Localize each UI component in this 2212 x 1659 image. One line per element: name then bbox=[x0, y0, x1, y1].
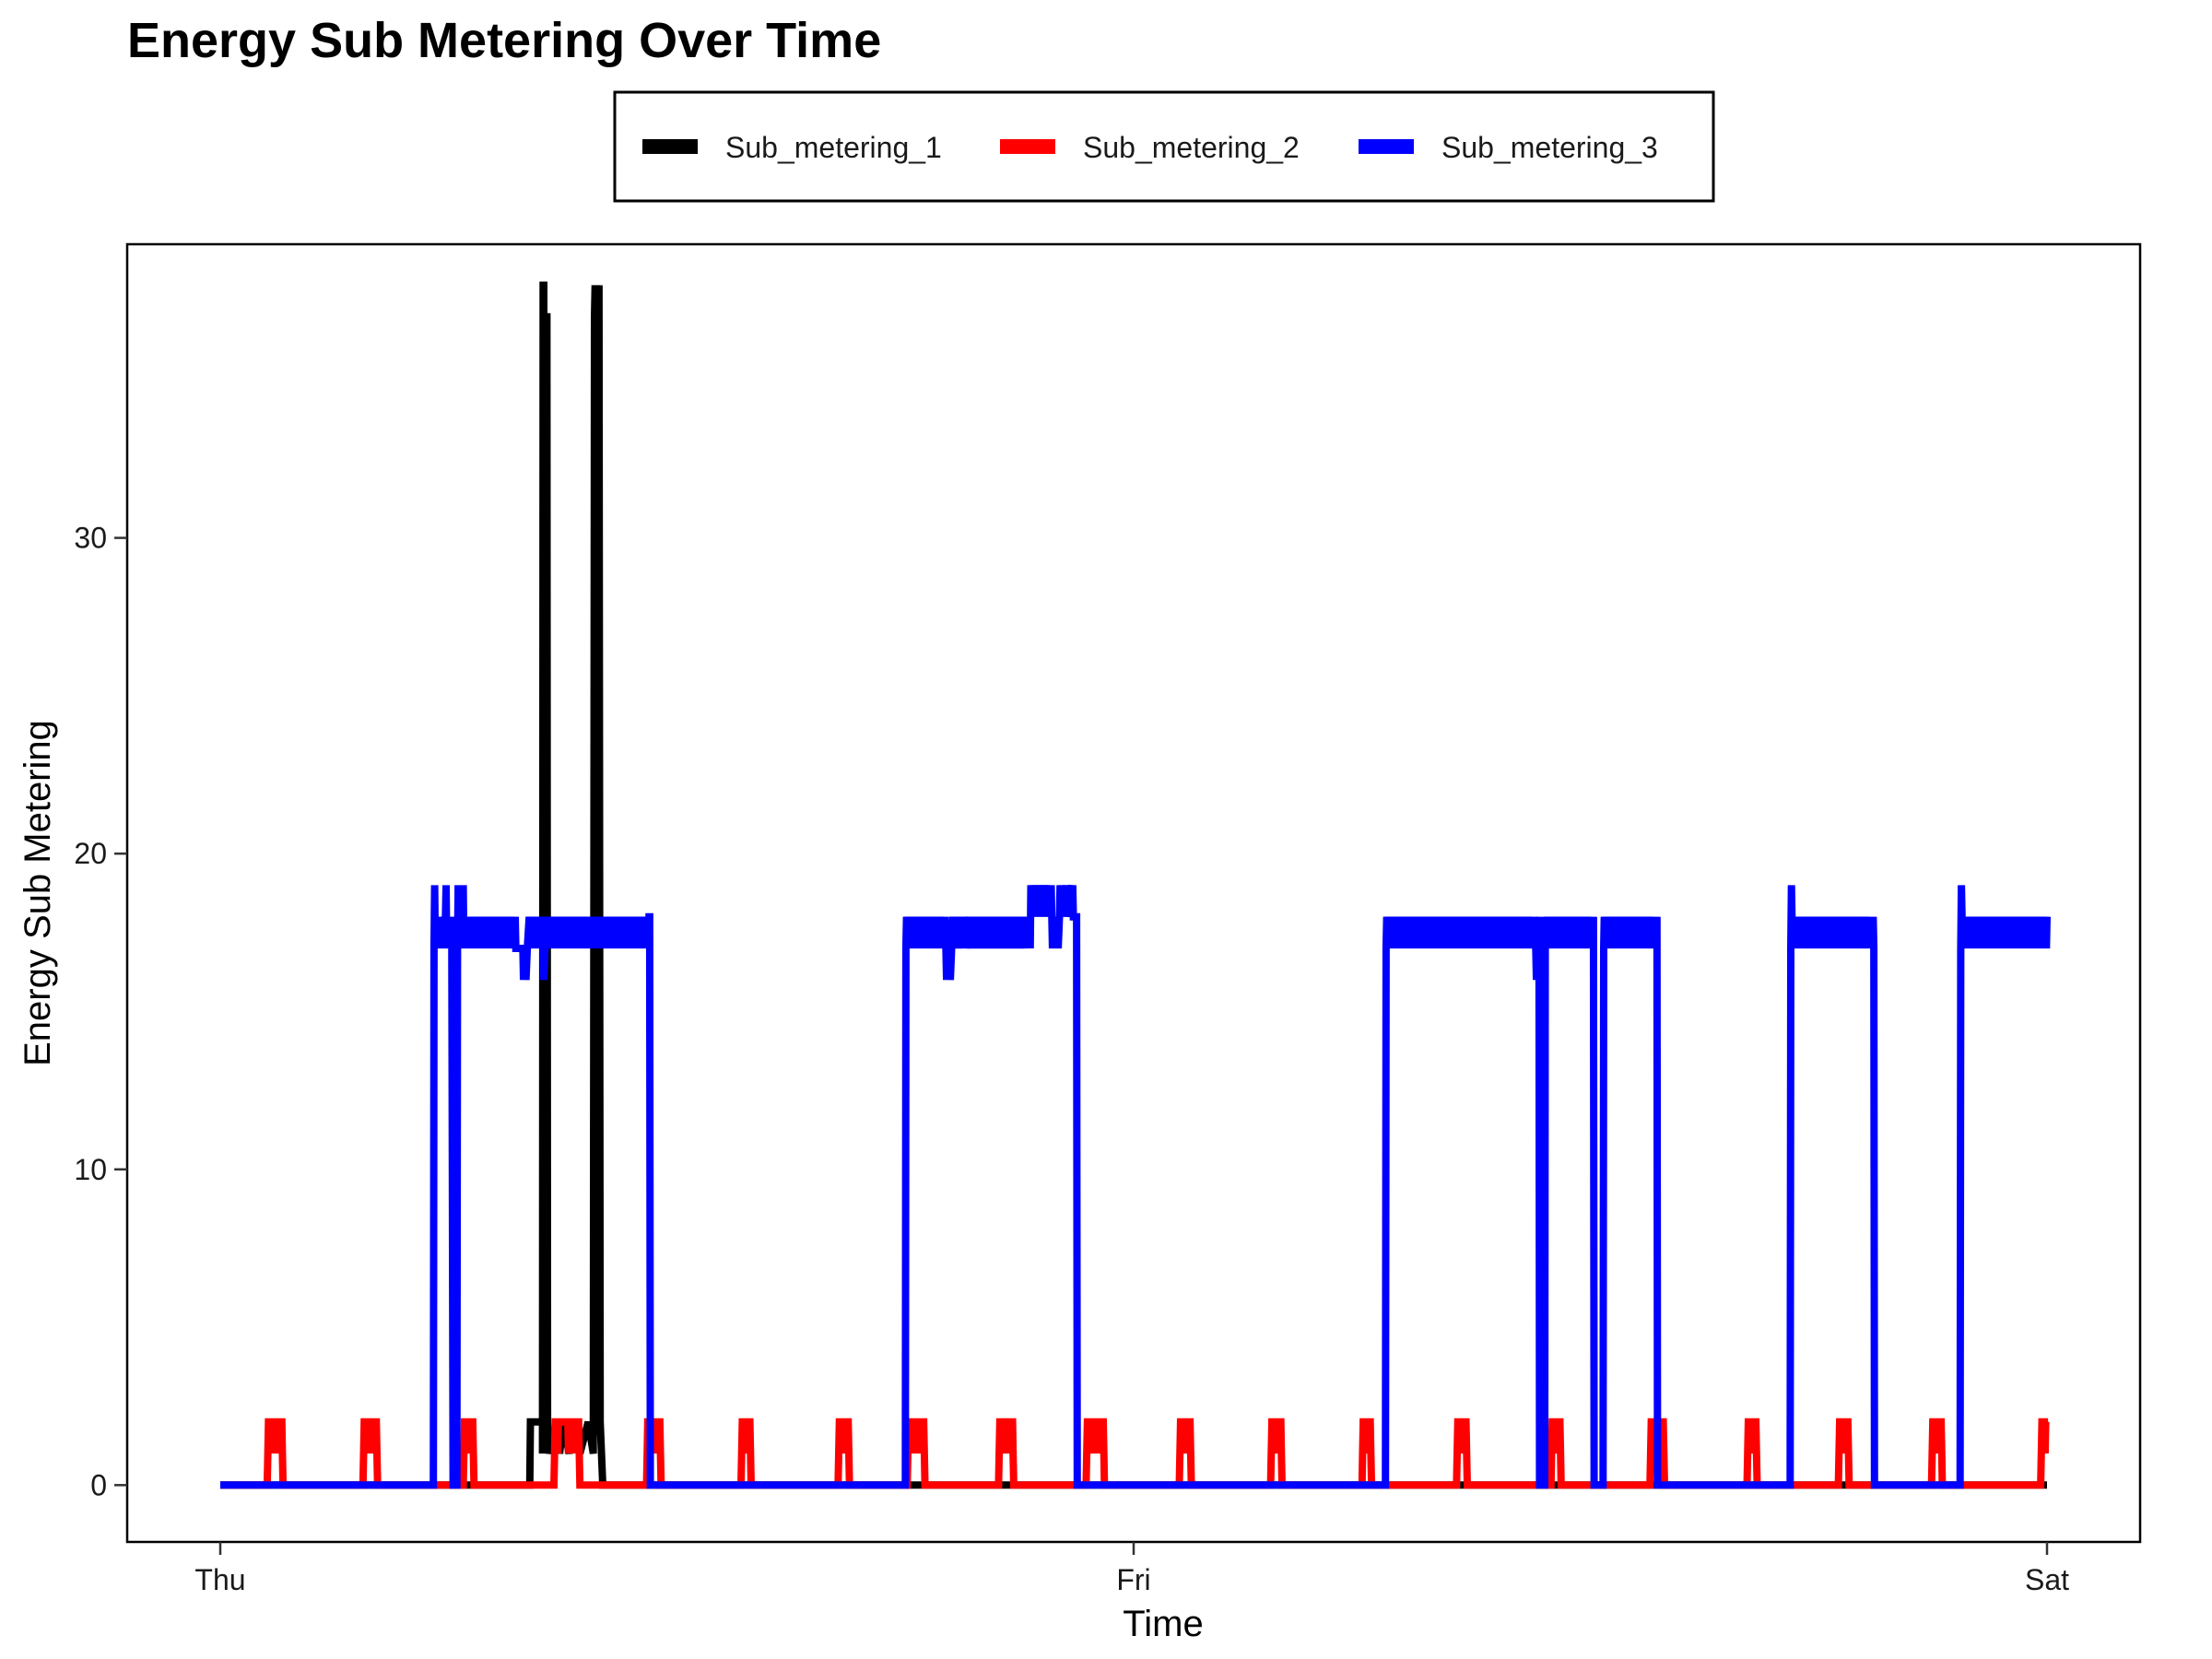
legend-label-sub-metering-1: Sub_metering_1 bbox=[725, 131, 942, 164]
x-tick-label-sat: Sat bbox=[2025, 1563, 2069, 1596]
series-layer bbox=[220, 281, 2051, 1489]
chart-title: Energy Sub Metering Over Time bbox=[127, 13, 881, 68]
x-tick-label-thu: Thu bbox=[194, 1563, 245, 1596]
y-tick-label-20: 20 bbox=[74, 837, 107, 870]
y-tick-label-10: 10 bbox=[74, 1153, 107, 1186]
x-axis-title: Time bbox=[1123, 1604, 1203, 1644]
plot-panel bbox=[125, 242, 2142, 1544]
legend-label-sub-metering-3: Sub_metering_3 bbox=[1441, 131, 1658, 164]
legend: Sub_metering_1 Sub_metering_2 Sub_meteri… bbox=[613, 90, 1715, 203]
axis-layer: 0 10 20 30 Thu Fri Sat bbox=[74, 522, 2069, 1596]
series-line-sub-metering-3 bbox=[220, 884, 2051, 1489]
legend-box bbox=[613, 90, 1715, 203]
y-tick-label-30: 30 bbox=[74, 522, 107, 555]
y-axis-title: Energy Sub Metering bbox=[18, 720, 58, 1066]
series-line-sub-metering-2 bbox=[220, 1418, 2050, 1489]
y-tick-label-0: 0 bbox=[90, 1468, 107, 1501]
x-tick-label-fri: Fri bbox=[1116, 1563, 1150, 1596]
legend-label-sub-metering-2: Sub_metering_2 bbox=[1083, 131, 1300, 164]
